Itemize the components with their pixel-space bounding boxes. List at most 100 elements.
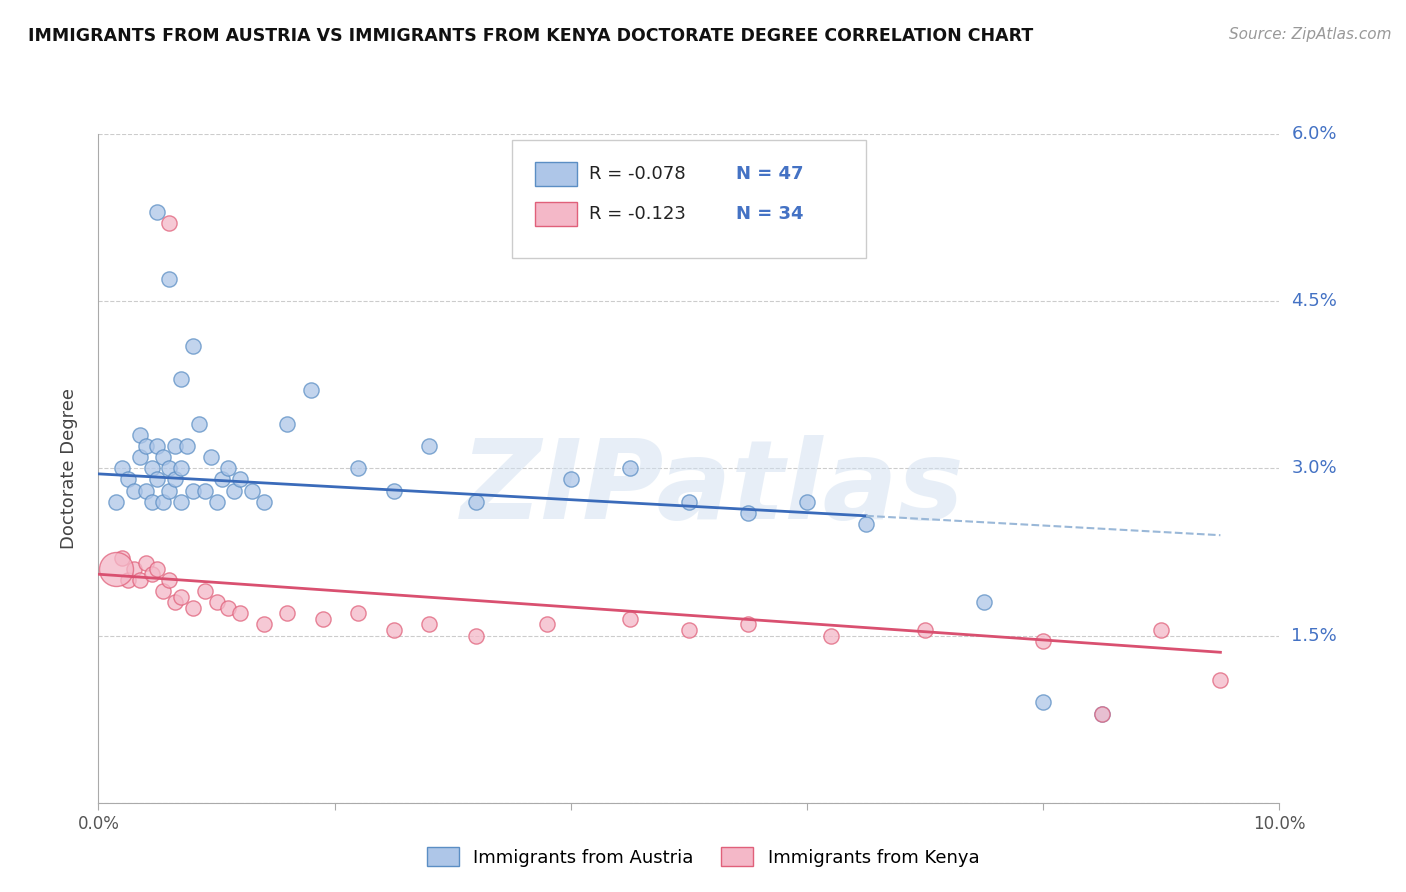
- Point: [128, 450, 150, 465]
- Point: [187, 417, 209, 431]
- Point: [1032, 696, 1054, 710]
- Point: [1209, 673, 1232, 688]
- Point: [141, 494, 163, 508]
- Point: [128, 428, 150, 442]
- Text: 4.5%: 4.5%: [1291, 292, 1337, 310]
- Point: [855, 517, 877, 532]
- Point: [560, 473, 582, 487]
- FancyBboxPatch shape: [512, 141, 866, 258]
- Point: [205, 595, 228, 609]
- Point: [128, 573, 150, 587]
- Point: [157, 573, 180, 587]
- Point: [737, 617, 759, 632]
- Point: [418, 617, 440, 632]
- Point: [253, 494, 276, 508]
- Point: [141, 461, 163, 475]
- Point: [347, 461, 370, 475]
- Text: IMMIGRANTS FROM AUSTRIA VS IMMIGRANTS FROM KENYA DOCTORATE DEGREE CORRELATION CH: IMMIGRANTS FROM AUSTRIA VS IMMIGRANTS FR…: [28, 27, 1033, 45]
- Point: [135, 439, 157, 453]
- Text: R = -0.078: R = -0.078: [589, 165, 685, 183]
- Point: [737, 506, 759, 520]
- Point: [157, 216, 180, 230]
- Point: [276, 607, 298, 621]
- Point: [105, 562, 128, 576]
- Point: [536, 617, 558, 632]
- Point: [205, 494, 228, 508]
- Point: [299, 384, 322, 398]
- Point: [678, 494, 700, 508]
- Point: [181, 600, 204, 615]
- Y-axis label: Doctorate Degree: Doctorate Degree: [59, 388, 77, 549]
- Point: [117, 473, 139, 487]
- Point: [465, 629, 488, 643]
- Point: [146, 473, 169, 487]
- Legend: Immigrants from Austria, Immigrants from Kenya: Immigrants from Austria, Immigrants from…: [419, 840, 987, 874]
- Point: [170, 494, 193, 508]
- Point: [217, 600, 239, 615]
- Point: [217, 461, 239, 475]
- Point: [176, 439, 198, 453]
- Point: [152, 450, 174, 465]
- Point: [157, 272, 180, 286]
- Text: 3.0%: 3.0%: [1291, 459, 1337, 477]
- Point: [111, 550, 134, 565]
- Point: [181, 483, 204, 498]
- Point: [135, 556, 157, 570]
- Point: [1032, 634, 1054, 648]
- Point: [194, 584, 217, 599]
- Point: [312, 612, 335, 626]
- Point: [194, 483, 217, 498]
- Text: Source: ZipAtlas.com: Source: ZipAtlas.com: [1229, 27, 1392, 42]
- Point: [181, 339, 204, 353]
- Point: [224, 483, 246, 498]
- Point: [465, 494, 488, 508]
- Point: [152, 494, 174, 508]
- Point: [165, 473, 187, 487]
- Point: [200, 450, 222, 465]
- Point: [382, 623, 405, 637]
- Point: [157, 461, 180, 475]
- Text: 1.5%: 1.5%: [1291, 626, 1337, 645]
- FancyBboxPatch shape: [536, 162, 576, 186]
- Point: [117, 573, 139, 587]
- Text: R = -0.123: R = -0.123: [589, 205, 686, 223]
- Point: [276, 417, 298, 431]
- Text: N = 47: N = 47: [737, 165, 804, 183]
- Point: [105, 494, 128, 508]
- Point: [678, 623, 700, 637]
- Point: [619, 612, 641, 626]
- Point: [141, 567, 163, 582]
- Point: [146, 439, 169, 453]
- Point: [253, 617, 276, 632]
- Point: [211, 473, 233, 487]
- Point: [229, 473, 252, 487]
- Point: [152, 584, 174, 599]
- Point: [229, 607, 252, 621]
- Point: [418, 439, 440, 453]
- Point: [122, 483, 145, 498]
- Point: [1091, 706, 1114, 721]
- Point: [1150, 623, 1173, 637]
- Point: [973, 595, 995, 609]
- Point: [165, 595, 187, 609]
- Point: [170, 461, 193, 475]
- Point: [240, 483, 263, 498]
- Point: [347, 607, 370, 621]
- Point: [122, 562, 145, 576]
- Point: [619, 461, 641, 475]
- Text: N = 34: N = 34: [737, 205, 804, 223]
- Point: [382, 483, 405, 498]
- Point: [170, 590, 193, 604]
- Text: 6.0%: 6.0%: [1291, 125, 1337, 143]
- Point: [820, 629, 842, 643]
- Point: [170, 372, 193, 386]
- Point: [796, 494, 818, 508]
- Text: ZIPatlas: ZIPatlas: [461, 435, 965, 541]
- Point: [146, 205, 169, 219]
- Point: [111, 461, 134, 475]
- Point: [165, 439, 187, 453]
- Point: [157, 483, 180, 498]
- Point: [1091, 706, 1114, 721]
- Point: [914, 623, 936, 637]
- FancyBboxPatch shape: [536, 202, 576, 226]
